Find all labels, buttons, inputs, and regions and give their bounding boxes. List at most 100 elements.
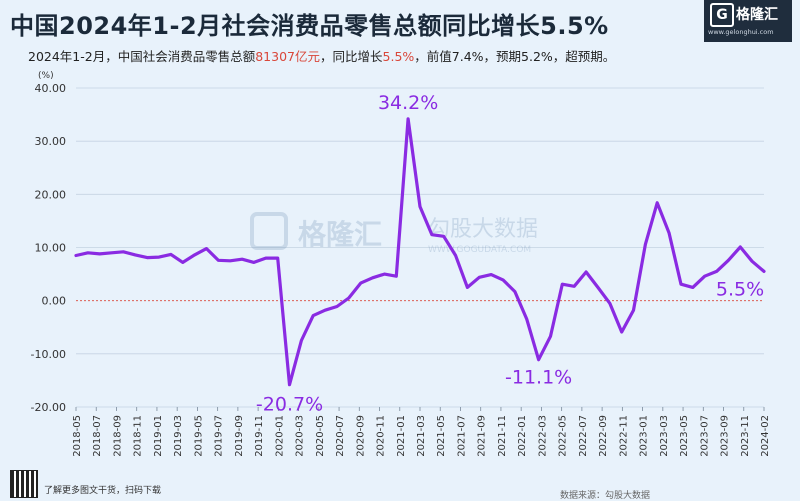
data-point: [122, 250, 125, 253]
x-tick-label: 2021-01: [396, 415, 407, 457]
data-point: [395, 275, 398, 278]
data-point: [442, 235, 445, 238]
x-tick-label: 2019-01: [153, 415, 164, 457]
data-label: 5.5%: [716, 278, 764, 300]
data-point: [691, 286, 695, 289]
data-point: [288, 383, 291, 386]
data-point: [217, 259, 220, 262]
data-point: [466, 286, 469, 289]
x-tick-label: 2021-03: [416, 415, 427, 457]
data-point: [145, 256, 149, 259]
data-point: [584, 270, 588, 274]
x-tick-label: 2019-09: [234, 415, 245, 457]
chart-subtitle: 2024年1-2月，中国社会消费品零售总额81307亿元，同比增长5.5%，前值…: [28, 46, 615, 65]
data-point: [454, 254, 457, 257]
x-tick-label: 2021-09: [477, 415, 488, 457]
x-tick-label: 2023-11: [740, 415, 751, 457]
x-tick-label: 2023-05: [679, 415, 690, 457]
data-point: [193, 253, 196, 257]
data-point: [608, 302, 611, 305]
x-tick-label: 2018-05: [72, 415, 83, 457]
brand-logo: G 格隆汇 www.gelonghui.com: [704, 0, 792, 42]
brand-url: www.gelonghui.com: [708, 28, 774, 36]
y-tick-label: -20.00: [31, 401, 66, 414]
y-unit-label: (%): [38, 71, 54, 81]
subtitle-rate: 5.5%: [382, 49, 415, 64]
data-label: -11.1%: [505, 367, 572, 389]
data-point: [679, 282, 683, 286]
x-tick-label: 2022-11: [618, 415, 629, 457]
subtitle-value: 81307亿元: [255, 49, 320, 64]
data-label: 34.2%: [378, 92, 438, 114]
x-tick-label: 2021-11: [497, 415, 508, 457]
data-point: [750, 260, 754, 263]
data-point: [667, 231, 671, 235]
x-tick-label: 2018-07: [92, 415, 103, 457]
data-point: [240, 257, 244, 261]
data-point: [489, 273, 493, 276]
subtitle-text-b: ，同比增长: [320, 49, 383, 64]
y-tick-label: -10.00: [31, 348, 66, 361]
x-tick-label: 2020-05: [315, 415, 326, 457]
data-point: [430, 233, 434, 236]
x-tick-label: 2020-09: [355, 415, 366, 457]
x-tick-label: 2023-09: [720, 415, 731, 457]
data-point: [252, 261, 256, 264]
data-point: [715, 270, 718, 273]
x-tick-label: 2020-07: [335, 415, 346, 457]
data-point: [418, 205, 422, 208]
data-point: [644, 243, 647, 246]
x-tick-label: 2019-11: [254, 415, 265, 457]
data-point: [300, 339, 303, 342]
data-point: [727, 259, 730, 262]
data-point: [703, 275, 706, 278]
data-point: [134, 253, 137, 257]
subtitle-text-c: ，前值7.4%，预期5.2%，超预期。: [414, 49, 616, 64]
y-tick-label: 10.00: [35, 242, 67, 255]
data-point: [620, 330, 623, 334]
x-tick-label: 2024-02: [760, 415, 771, 457]
data-point: [323, 309, 327, 312]
x-tick-label: 2020-01: [274, 415, 285, 457]
data-point: [371, 276, 374, 280]
x-tick-label: 2020-03: [295, 415, 306, 457]
data-point: [312, 314, 315, 317]
data-point: [335, 305, 339, 308]
data-point: [110, 251, 113, 255]
x-tick-label: 2022-01: [517, 415, 528, 457]
series-line: [74, 117, 766, 387]
data-point: [632, 309, 635, 312]
footer-source: 数据来源：勾股大数据: [560, 491, 651, 501]
data-point: [181, 261, 184, 264]
x-tick-label: 2022-09: [598, 415, 609, 457]
subtitle-text-a: 2024年1-2月，中国社会消费品零售总额: [28, 49, 256, 64]
x-tick-label: 2022-03: [537, 415, 548, 457]
data-point: [656, 201, 659, 205]
brand-name: 格隆汇: [736, 7, 778, 23]
footer-download-text: 了解更多图文干货，扫码下载: [44, 486, 162, 496]
watermark-url: WWW.GOGUDATA.COM: [428, 245, 531, 255]
y-tick-label: 30.00: [35, 135, 67, 148]
x-tick-label: 2021-05: [436, 415, 447, 457]
data-point: [383, 272, 386, 276]
x-tick-label: 2019-05: [193, 415, 204, 457]
data-point: [157, 255, 161, 259]
data-point: [596, 286, 600, 289]
data-point: [74, 254, 78, 257]
brand-g-icon: G: [710, 3, 734, 27]
x-tick-label: 2020-11: [376, 415, 387, 457]
data-point: [762, 270, 766, 273]
data-point: [561, 282, 564, 286]
y-tick-label: 20.00: [35, 188, 67, 201]
x-tick-label: 2023-07: [699, 415, 710, 457]
data-point: [549, 335, 552, 338]
x-tick-label: 2023-03: [659, 415, 670, 457]
data-point: [406, 117, 410, 121]
data-point: [347, 296, 351, 300]
data-point: [525, 318, 528, 321]
data-point: [264, 256, 267, 260]
data-point: [739, 245, 742, 249]
x-tick-label: 2023-01: [639, 415, 650, 457]
data-point: [501, 278, 505, 282]
